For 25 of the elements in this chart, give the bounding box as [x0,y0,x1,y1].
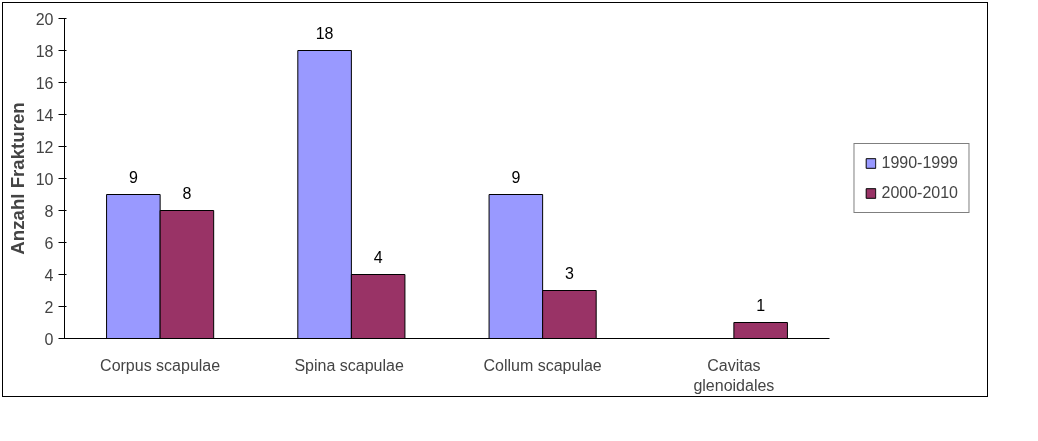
data-label: 1 [756,296,766,314]
data-label: 8 [182,184,192,202]
y-tick-label: 10 [35,170,54,188]
x-tick-label: Spina scapulae [294,356,404,374]
legend-label: 2000-2010 [881,184,958,202]
x-tick-label: Collum scapulae [483,356,602,374]
y-tick-label: 18 [35,42,54,60]
x-tick-label: Corpus scapulae [100,356,221,374]
y-tick-label: 0 [44,330,54,348]
y-tick-label: 14 [35,106,54,124]
y-tick-label: 12 [35,138,54,156]
y-tick-label: 6 [44,234,54,252]
x-tick-label: Cavitas glenoidales [693,356,775,394]
y-axis-title: Anzahl Frakturen [6,102,28,255]
data-label: 3 [564,264,574,282]
y-tick-label: 2 [44,298,54,316]
data-label: 9 [128,168,138,186]
data-label: 18 [315,24,334,42]
y-tick-label: 16 [35,74,54,92]
y-tick-label: 20 [35,10,54,28]
data-label: 4 [373,248,383,266]
legend-label: 1990-1999 [881,154,958,172]
data-label: 9 [511,168,521,186]
y-tick-label: 4 [44,266,54,284]
y-tick-label: 8 [44,202,54,220]
